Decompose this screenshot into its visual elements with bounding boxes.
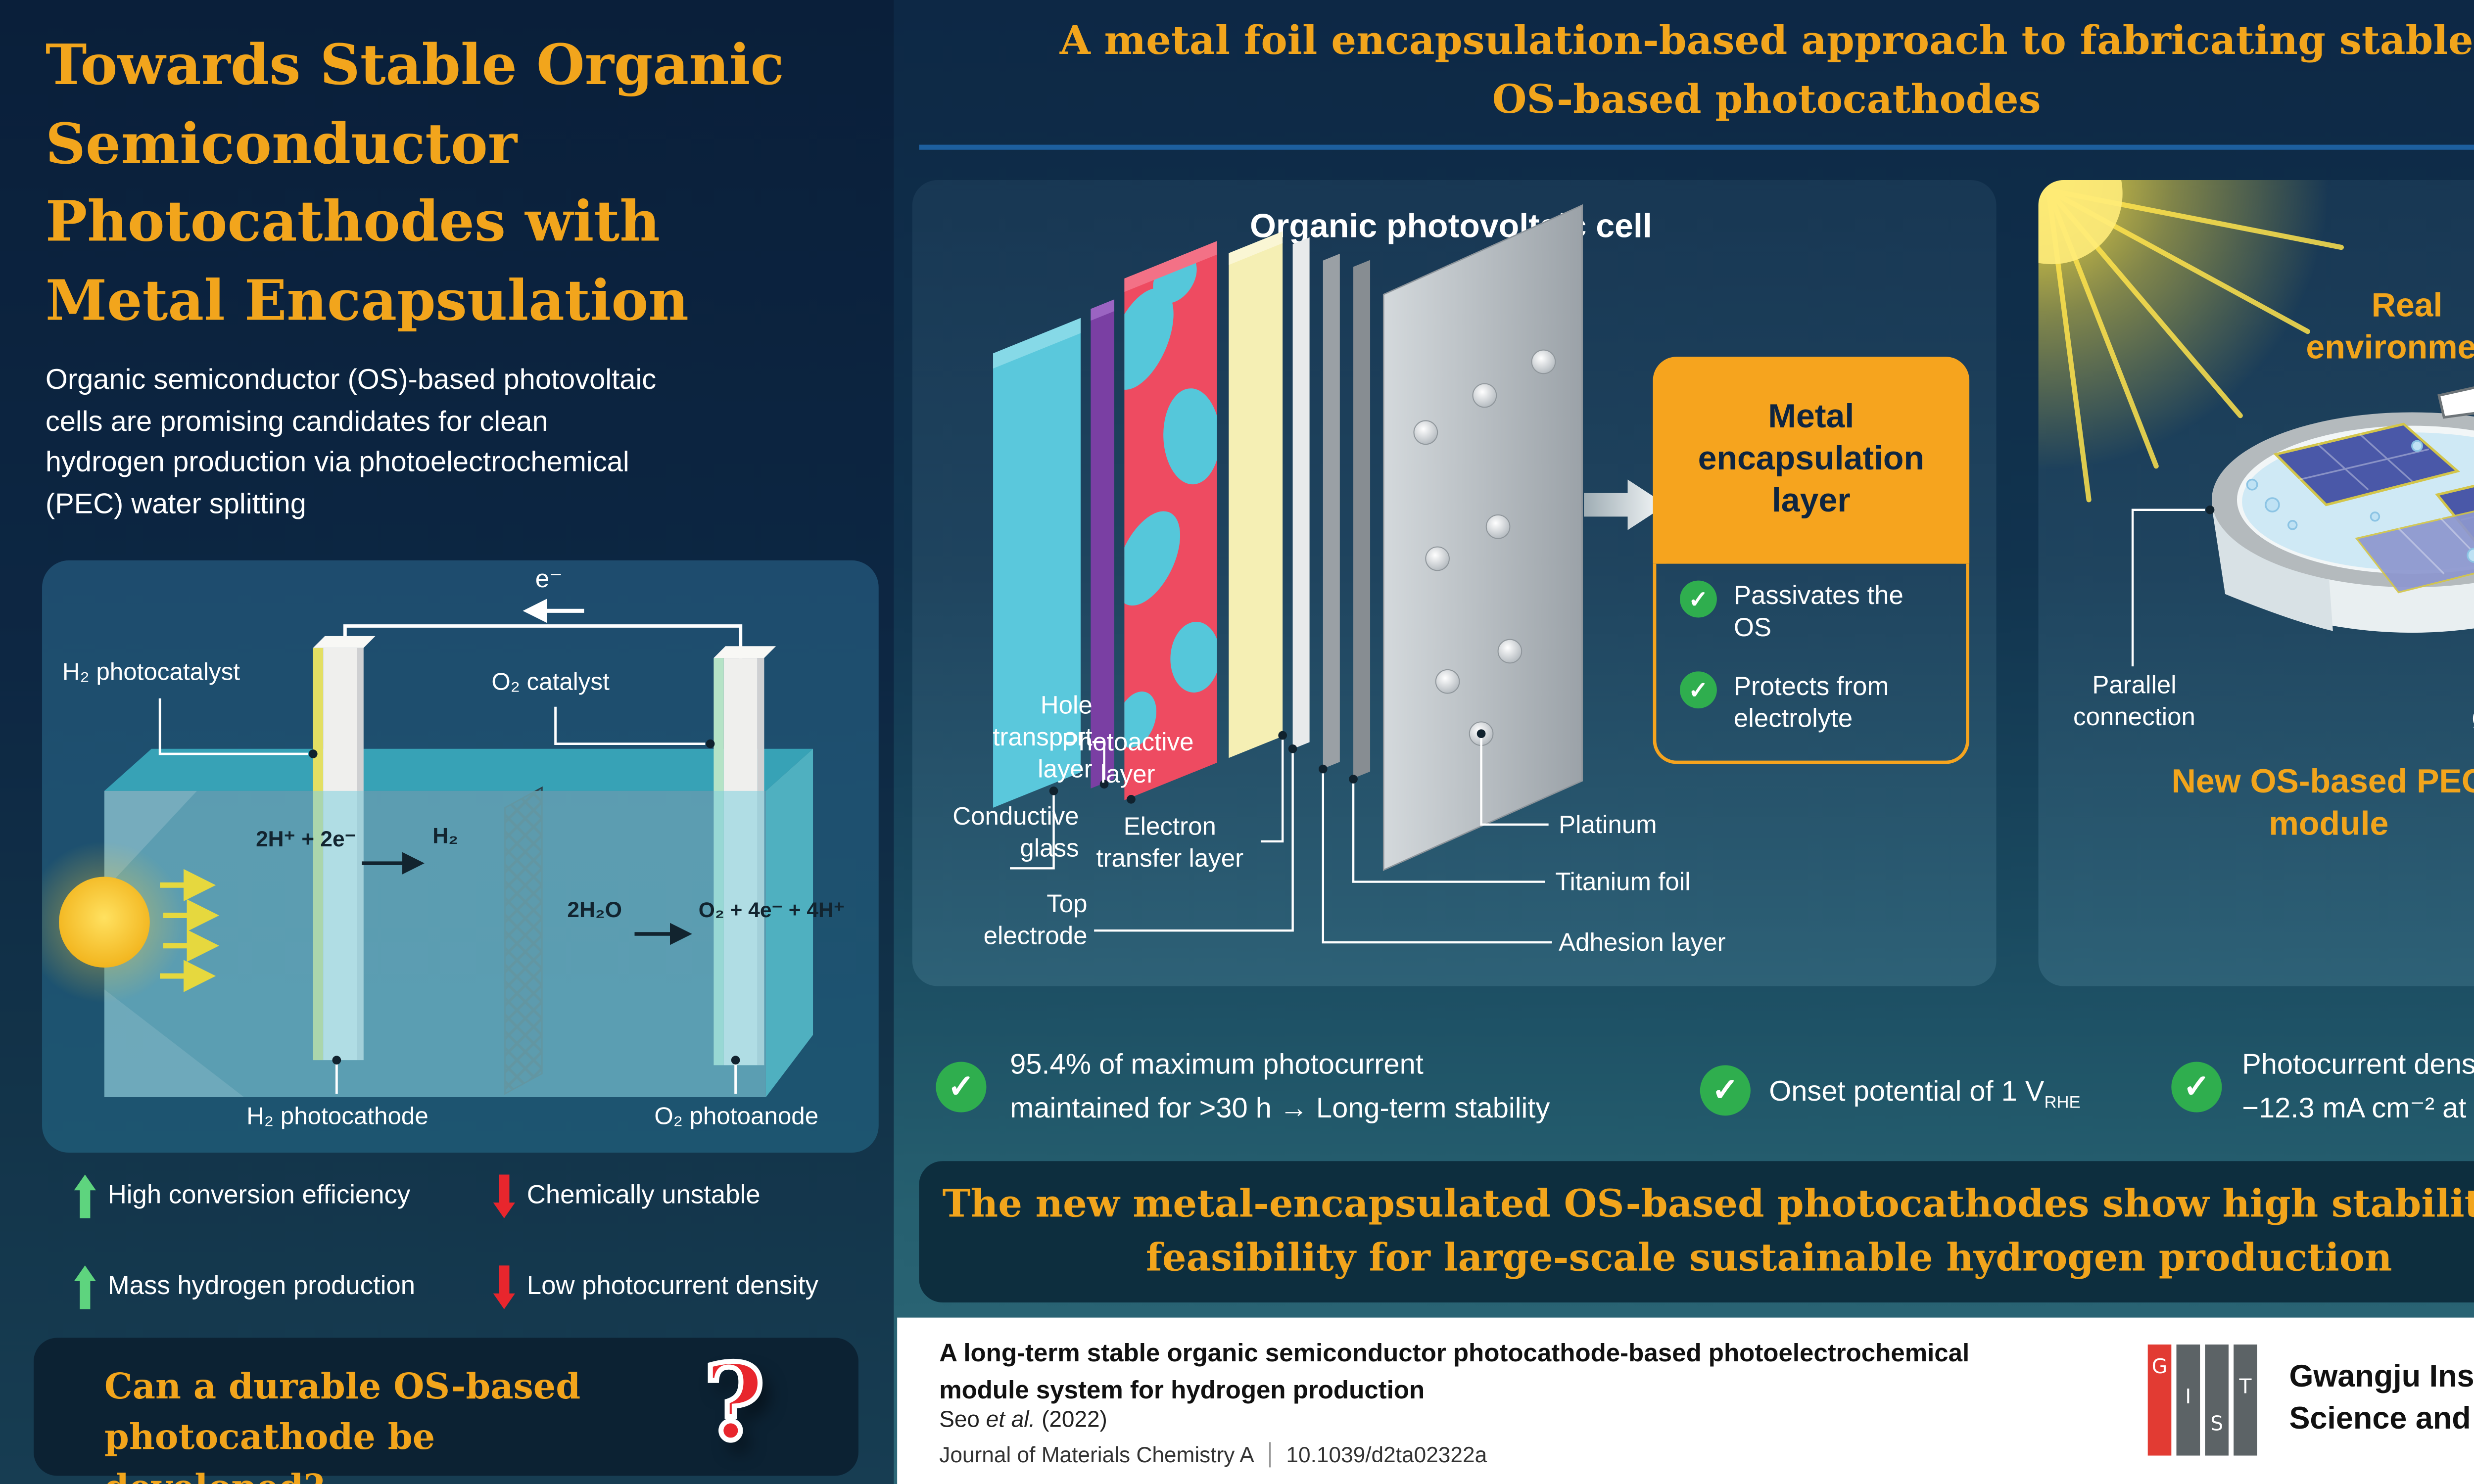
paper-authors: Seo et al. (2022): [939, 1406, 1107, 1432]
banner-line1: The new metal-encapsulated OS-based phot…: [942, 1183, 2474, 1227]
page-title: Towards Stable Organic Semiconductor Pho…: [46, 27, 887, 340]
pec-diagram-panel: e⁻ H₂ photocatalyst O₂ catalyst 2H⁺ + 2e…: [42, 560, 879, 1153]
adhesion-layer-label: Adhesion layer: [1559, 928, 1726, 958]
metal-box-title: Metal encapsulation layer: [1653, 357, 1970, 564]
paper-title: A long-term stable organic semiconductor…: [939, 1339, 1970, 1404]
conductive-glass-label: Conductive glass: [952, 802, 1079, 864]
top-electrode-label: Top electrode: [983, 890, 1088, 951]
title-line: Towards Stable Organic: [45, 32, 784, 98]
up-arrow-icon: [74, 1174, 96, 1218]
banner-line2: feasibility for large-scale sustainable …: [1145, 1237, 2392, 1281]
gist-logo-bar-t: T: [2234, 1345, 2257, 1456]
opv-title: Organic photovoltaic cell: [1249, 208, 1652, 246]
journal-divider: [1269, 1442, 1271, 1468]
con-item: Low photocurrent density: [526, 1272, 818, 1301]
header-title-line2: OS-based photocathodes: [1492, 76, 2041, 123]
real-environment-title: Real environment: [2306, 287, 2474, 367]
photoactive-label: Photoactive layer: [1061, 728, 1194, 789]
header-title-line1: A metal foil encapsulation-based approac…: [1059, 17, 2474, 64]
real-environment-art: [2038, 180, 2474, 667]
stat-onset-potential: Onset potential of 1 VRHE: [1769, 1075, 2081, 1113]
check-icon: [1700, 1065, 1751, 1116]
metal-box-benefits: Passivates the OS Protects from electrol…: [1653, 563, 1970, 764]
left-column: Towards Stable Organic Semiconductor Pho…: [0, 0, 894, 1484]
electron-transfer-label: Electron transfer layer: [1096, 813, 1244, 874]
down-arrow-icon: [493, 1265, 515, 1309]
up-arrow-icon: [74, 1265, 96, 1309]
header-divider: [919, 144, 2474, 150]
conclusion-banner: The new metal-encapsulated OS-based phot…: [919, 1161, 2474, 1302]
institute-name: Gwangju Institute of Science and Technol…: [2289, 1358, 2474, 1436]
cathode-equation-reactants: 2H⁺ + 2e⁻: [256, 826, 356, 852]
opv-stack-art: [993, 204, 1666, 944]
intro-line: hydrogen production via photoelectrochem…: [45, 446, 629, 478]
question-text: Can a durable OS-based photocathode be d…: [104, 1364, 581, 1484]
stat-long-term-stability: 95.4% of maximum photocurrent maintained…: [1010, 1048, 1550, 1124]
title-line: Metal Encapsulation: [45, 267, 689, 332]
gist-logo: G I S T: [2147, 1345, 2257, 1456]
title-line: Photocathodes with: [45, 188, 660, 254]
platinum-label: Platinum: [1559, 811, 1657, 840]
titanium-foil-label: Titanium foil: [1555, 868, 1691, 897]
hydrogen-generation-label: Hydrogen generation: [2437, 670, 2474, 734]
anode-equation-reactant: 2H₂O: [567, 897, 622, 923]
real-environment-panel: Real environment Parallel connection Hyd…: [2038, 180, 2474, 986]
h2-photocathode-label: H₂ photocathode: [246, 1104, 428, 1131]
o2-photoanode-label: O₂ photoanode: [654, 1104, 819, 1131]
con-item: Chemically unstable: [526, 1181, 761, 1210]
benefit-item: Passivates the OS: [1679, 580, 1939, 645]
check-icon: [936, 1062, 987, 1113]
down-arrow-icon: [493, 1174, 515, 1218]
title-line: Semiconductor: [45, 110, 517, 176]
pro-item: Mass hydrogen production: [107, 1272, 416, 1301]
benefit-item: Protects from electrolyte: [1679, 671, 1939, 735]
stat-photocurrent-density: Photocurrent density of −12.3 mA cm⁻² at…: [2242, 1048, 2474, 1124]
question-mark-icon: ?: [701, 1339, 767, 1467]
electron-label: e⁻: [535, 565, 563, 594]
check-icon: [2171, 1062, 2222, 1113]
check-icon: [1679, 580, 1717, 618]
pec-diagram-art: [42, 599, 813, 1097]
intro-line: Organic semiconductor (OS)-based photovo…: [45, 363, 657, 396]
cathode-equation-product: H₂: [432, 823, 458, 848]
journal-reference: Journal of Materials Chemistry A 10.1039…: [939, 1442, 1487, 1468]
metal-encapsulation-box: Metal encapsulation layer Passivates the…: [1653, 357, 1970, 764]
parallel-connection-label: Parallel connection: [2073, 671, 2195, 732]
h2-photocatalyst-label: H₂ photocatalyst: [62, 659, 240, 687]
question-box: Can a durable OS-based photocathode be d…: [34, 1338, 858, 1484]
anode-equation-products: O₂ + 4e⁻ + 4H⁺: [698, 898, 845, 923]
intro-line: (PEC) water splitting: [45, 487, 306, 519]
gist-logo-bar-i: I: [2176, 1345, 2200, 1456]
pec-module-label: New OS-based PEC module: [2171, 764, 2474, 843]
doi: 10.1039/d2ta02322a: [1286, 1442, 1487, 1468]
intro-paragraph: Organic semiconductor (OS)-based photovo…: [46, 360, 870, 525]
journal-name: Journal of Materials Chemistry A: [939, 1442, 1254, 1468]
intro-line: cells are promising candidates for clean: [45, 405, 548, 437]
gist-logo-bar-g: G: [2147, 1345, 2172, 1456]
pro-item: High conversion efficiency: [107, 1181, 411, 1210]
o2-catalyst-label: O₂ catalyst: [491, 669, 610, 697]
check-icon: [1679, 671, 1717, 709]
gist-logo-bar-s: S: [2205, 1345, 2229, 1456]
hole-transport-label: Hole transport layer: [993, 692, 1093, 785]
